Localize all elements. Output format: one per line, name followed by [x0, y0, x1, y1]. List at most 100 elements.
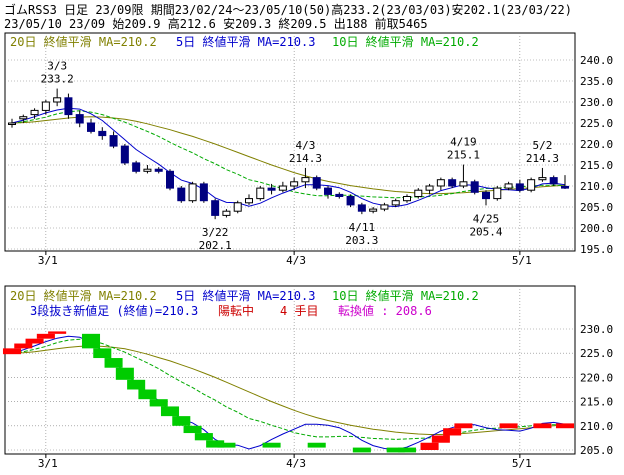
lower-legend-ma10: 10日 終値平滑 MA=210.2	[332, 288, 479, 303]
candle-up	[30, 109, 39, 116]
candle-up	[493, 187, 502, 200]
candle-up	[403, 196, 411, 202]
candle-up	[256, 187, 265, 200]
candle-down	[166, 170, 174, 189]
candle-up	[245, 198, 253, 204]
y-tick-label: 230.0	[580, 323, 613, 336]
y-tick-label: 225.0	[580, 117, 613, 130]
candle-up	[414, 189, 423, 197]
annotation-date: 3/22	[202, 226, 229, 239]
lower-legend-ma20: 20日 終値平滑 MA=210.2	[10, 288, 157, 303]
x-tick-label: 5/1	[512, 457, 532, 470]
lower-chart: 20日 終値平滑 MA=210.2 5日 終値平滑 MA=210.3 10日 終…	[2, 285, 613, 470]
annotation-value: 202.1	[199, 239, 232, 252]
candle-up	[143, 168, 152, 172]
candle-down	[75, 114, 84, 124]
candle-down	[448, 179, 457, 187]
upper-legend-ma20: 20日 終値平滑 MA=210.2	[10, 34, 157, 49]
candle-down	[199, 183, 208, 202]
candle-down	[561, 185, 569, 189]
annotation-value: 215.1	[447, 149, 480, 162]
candle-down	[64, 97, 73, 116]
break-block-up	[555, 423, 575, 429]
candle-up	[369, 208, 378, 212]
candle-up	[380, 204, 389, 210]
y-tick-label: 205.0	[580, 201, 613, 214]
y-tick-label: 215.0	[580, 396, 613, 409]
ma10-line	[11, 110, 565, 199]
lower-frame	[4, 285, 576, 455]
candle-down	[98, 130, 107, 137]
annotation-value: 214.3	[289, 152, 322, 165]
y-tick-label: 240.0	[580, 54, 613, 67]
y-tick-label: 205.0	[580, 444, 613, 457]
break-block-up	[454, 423, 473, 429]
lower-status-reversal: 転換値 : 208.6	[338, 303, 432, 318]
candle-up	[459, 181, 468, 187]
candle-up	[188, 183, 197, 202]
candle-up	[233, 202, 242, 212]
y-tick-label: 235.0	[580, 75, 613, 88]
x-tick-label: 4/3	[286, 457, 306, 470]
break-block-down	[262, 442, 281, 448]
candle-up	[504, 183, 513, 189]
lower-status-main: 3段抜き新値足 (終値)=210.3	[30, 303, 198, 318]
break-block-down	[386, 447, 405, 453]
candle-down	[324, 187, 332, 195]
break-block-down	[149, 399, 168, 407]
upper-frame	[4, 32, 576, 252]
break-block-down	[206, 440, 225, 448]
break-block-up	[36, 333, 55, 339]
upper-legend-ma5: 5日 終値平滑 MA=210.3	[176, 34, 315, 49]
break-block-down	[183, 425, 202, 434]
y-tick-label: 215.0	[580, 159, 613, 172]
candle-up	[53, 97, 62, 103]
candle-down	[87, 122, 95, 132]
break-block-down	[352, 447, 371, 453]
x-tick-label: 3/1	[38, 457, 58, 470]
break-block-down	[138, 389, 157, 400]
break-block-down	[172, 416, 191, 426]
x-tick-label: 4/3	[286, 254, 306, 267]
annotation-value: 205.4	[469, 225, 502, 238]
lower-status-count: 4 手目	[280, 304, 318, 318]
break-block-up	[533, 423, 552, 429]
header-line1: ゴムRSS3 日足 23/09限 期間23/02/24～23/05/10(50)…	[4, 2, 572, 17]
candle-up	[425, 185, 434, 191]
lower-legend-ma5: 5日 終値平滑 MA=210.3	[176, 288, 315, 303]
annotation-date: 4/3	[295, 139, 315, 152]
candle-down	[109, 135, 118, 147]
break-block-down	[194, 433, 213, 441]
y-tick-label: 200.0	[580, 222, 613, 235]
candle-down	[177, 187, 186, 202]
candle-up	[436, 179, 445, 187]
break-block-up	[431, 435, 450, 443]
annotation-value: 233.2	[41, 73, 74, 86]
candle-up	[538, 177, 547, 181]
annotation-date: 5/2	[532, 139, 552, 152]
candle-up	[19, 116, 28, 120]
y-tick-label: 210.0	[580, 180, 613, 193]
break-block-down	[127, 379, 146, 390]
ma20-line	[11, 345, 566, 435]
y-tick-label: 210.0	[580, 420, 613, 433]
break-block-down	[104, 358, 123, 368]
break-block-up	[2, 348, 22, 355]
x-tick-label: 5/1	[512, 254, 532, 267]
break-block-up	[499, 423, 518, 429]
header-line2: 23/05/10 23/09 始209.9 高212.6 安209.3 終209…	[4, 16, 428, 31]
break-block-down	[81, 333, 101, 349]
break-block-up	[25, 338, 44, 344]
y-tick-label: 230.0	[580, 96, 613, 109]
x-tick-label: 3/1	[38, 254, 58, 267]
y-tick-label: 225.0	[580, 347, 613, 360]
candle-up	[301, 177, 310, 183]
candle-up	[527, 179, 536, 191]
candle-up	[391, 200, 400, 206]
break-block-up	[14, 343, 33, 349]
candle-down	[154, 168, 163, 172]
candle-up	[278, 185, 287, 191]
candle-down	[312, 177, 321, 189]
candle-down	[132, 162, 141, 172]
candle-down	[549, 177, 558, 185]
